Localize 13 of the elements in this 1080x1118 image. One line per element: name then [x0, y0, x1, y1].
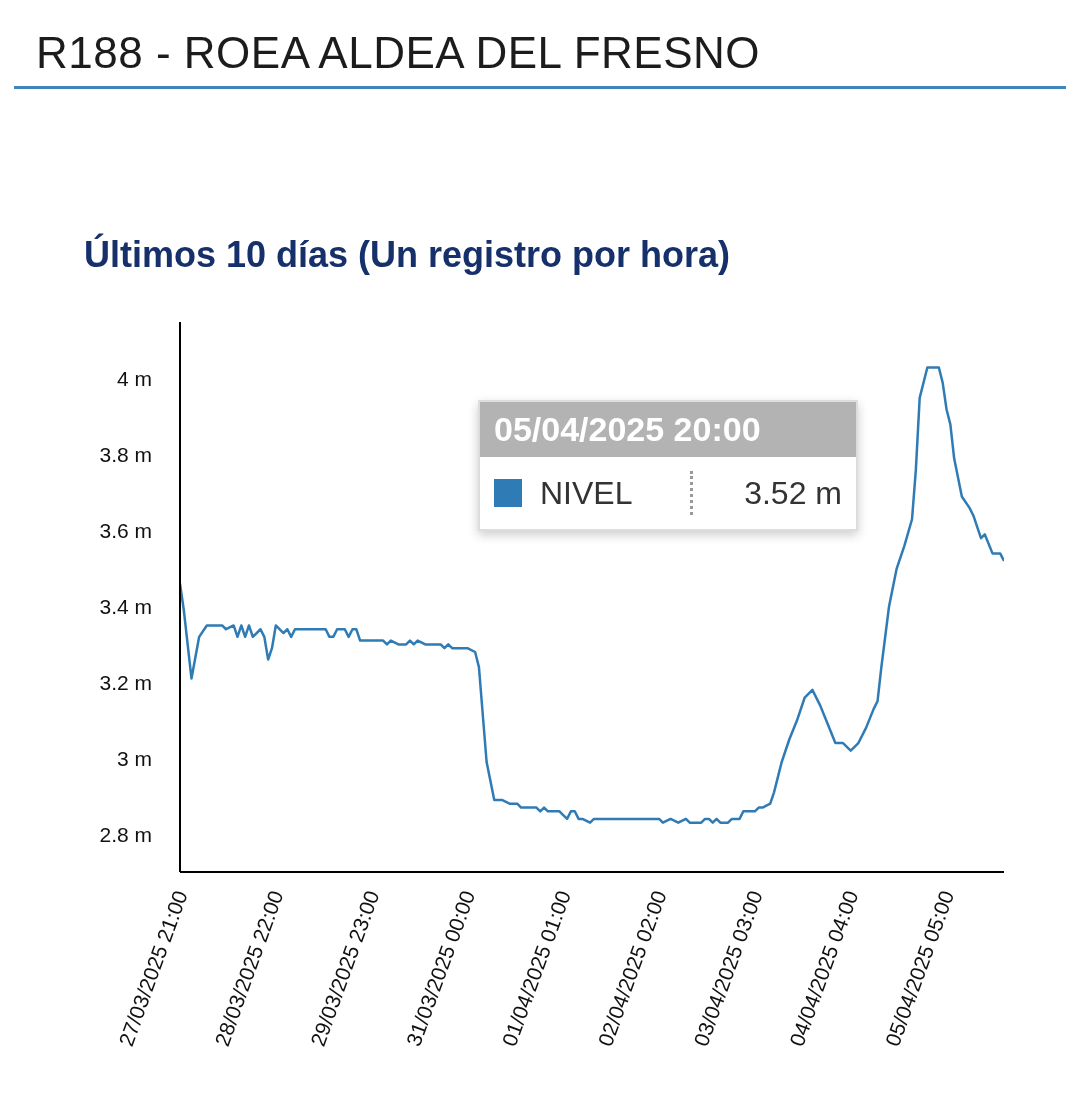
annotation: 3.52 m: [744, 474, 842, 512]
y-tick-label: 3.8 m: [99, 443, 152, 467]
y-tick-label: 4 m: [116, 367, 152, 391]
chart-subtitle: Últimos 10 días (Un registro por hora): [84, 234, 731, 276]
y-tick-label: 3.4 m: [99, 594, 152, 618]
y-tick-label: 3.2 m: [99, 670, 152, 694]
y-tick-label: 3 m: [116, 746, 152, 770]
chart-title: R188 - ROEA ALDEA DEL FRESNO: [36, 28, 760, 78]
annotation: 05/04/2025 20:00: [480, 402, 856, 457]
legend-label: NIVEL: [540, 474, 634, 512]
y-tick-label: 2.8 m: [99, 822, 152, 846]
line-series: [180, 366, 1004, 824]
y-tick-label: 3.6 m: [99, 519, 152, 543]
